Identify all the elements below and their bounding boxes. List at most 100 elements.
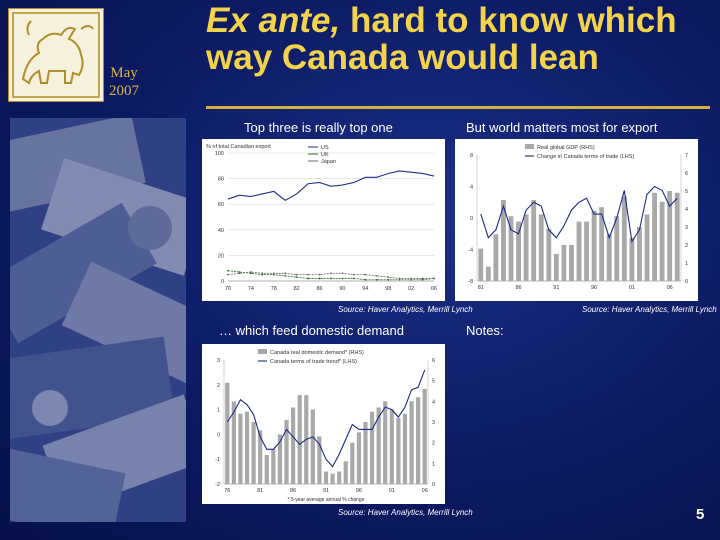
y-left-tick-label: -8: [468, 279, 473, 285]
data-point-japan: [227, 273, 229, 276]
x-tick-label: 82: [294, 286, 300, 292]
data-point-uk: [238, 271, 241, 273]
x-tick-label: 86: [515, 285, 521, 291]
x-tick-label: 78: [271, 286, 277, 292]
bar: [396, 417, 401, 484]
data-point-uk: [284, 274, 287, 277]
y-left-tick-label: -4: [468, 248, 473, 254]
data-point-japan: [284, 272, 287, 275]
legend-label: Canada terms of trade trend* (LHS): [270, 359, 357, 365]
x-tick-label: 96: [591, 285, 597, 291]
y-right-tick-label: 0: [432, 482, 435, 488]
x-tick-label: 86: [290, 488, 296, 494]
y-right-tick-label: 4: [685, 207, 688, 213]
data-point-japan: [375, 274, 378, 277]
bar: [591, 210, 597, 281]
date-year: 2007: [109, 83, 139, 99]
y-left-tick-label: 3: [217, 358, 220, 364]
y-right-tick-label: 1: [685, 261, 688, 267]
bar: [330, 473, 335, 484]
x-tick-label: 02: [408, 286, 414, 292]
bar: [478, 248, 484, 281]
bar: [389, 409, 394, 484]
y-left-tick-label: 0: [217, 432, 220, 438]
data-point-uk: [227, 269, 229, 272]
chart-footnote: * 5-year average annual % change: [288, 497, 365, 503]
data-point-uk: [341, 277, 344, 280]
data-point-uk: [410, 278, 413, 281]
bar: [343, 461, 348, 484]
bar: [629, 237, 635, 281]
data-point-japan: [410, 277, 413, 280]
bar: [606, 234, 612, 281]
y-right-tick-label: 3: [685, 225, 688, 231]
bar: [576, 221, 582, 281]
title-underline: [206, 106, 710, 109]
bar: [501, 200, 506, 281]
x-tick-label: 94: [362, 286, 368, 292]
subtitle-right: But world matters most for export: [466, 120, 658, 135]
x-tick-label: 86: [316, 286, 322, 292]
data-point-uk: [261, 273, 264, 276]
bar: [323, 471, 329, 484]
y-right-tick-label: 5: [432, 379, 435, 385]
data-point-japan: [341, 272, 344, 275]
bar: [310, 409, 315, 484]
bar: [376, 407, 381, 484]
x-tick-label: 81: [257, 488, 263, 494]
bar: [523, 214, 529, 281]
data-point-japan: [364, 273, 367, 276]
legend-label: Change in Canada terms of trade (LHS): [537, 154, 634, 160]
y-left-tick-label: 0: [470, 216, 473, 222]
x-tick-label: 98: [385, 286, 391, 292]
title-rest: hard to know which way Canada would lean: [206, 1, 677, 77]
data-point-uk: [295, 276, 298, 279]
date-month: May: [110, 65, 138, 81]
legend-label: Japan: [321, 159, 336, 165]
bar: [251, 422, 256, 484]
bar: [297, 395, 302, 484]
bar: [546, 228, 552, 281]
y-tick-label: 100: [215, 151, 224, 157]
bar: [422, 388, 427, 484]
x-tick-label: 06: [667, 285, 673, 291]
legend-label: US: [321, 145, 329, 151]
bar: [290, 407, 296, 484]
data-point-uk: [375, 278, 378, 281]
y-left-tick-label: 8: [470, 153, 473, 159]
subtitle-left: Top three is really top one: [244, 120, 393, 135]
bar: [508, 216, 514, 281]
data-point-japan: [261, 272, 264, 275]
bar: [621, 196, 627, 281]
y-right-tick-label: 2: [432, 441, 435, 447]
x-tick-label: 06: [431, 286, 437, 292]
bar: [531, 200, 537, 281]
x-tick-label: 90: [339, 286, 345, 292]
bar: [409, 401, 414, 484]
bar: [350, 442, 355, 484]
subtitle-bottom-left: … which feed domestic demand: [219, 323, 404, 338]
y-tick-label: 20: [218, 253, 224, 259]
bar: [238, 413, 243, 484]
bar: [659, 201, 665, 281]
data-point-japan: [330, 272, 332, 275]
bar: [561, 245, 567, 281]
series-line-us: [227, 170, 435, 202]
source-chart-1: Source: Haver Analytics, Merrill Lynch: [338, 305, 473, 314]
bar: [485, 266, 491, 281]
bar: [225, 382, 230, 484]
y-right-tick-label: 5: [685, 189, 688, 195]
bar: [614, 216, 620, 281]
chart-terms-of-trade-panel: -8 -4 0 4 8 0 1 2 3 4 5 6 7 81 86 91 96 01 06 Real global G…: [455, 139, 698, 301]
x-tick-label: 91: [323, 488, 329, 494]
x-tick-label: 74: [248, 286, 254, 292]
y-axis-label: % of total Canadian export: [206, 144, 271, 150]
bar: [244, 411, 250, 484]
data-point-japan: [238, 272, 241, 275]
bar: [356, 432, 362, 484]
x-tick-label: 01: [389, 488, 395, 494]
bar: [516, 221, 521, 281]
legend-label: Canada real domestic demand* (RHS): [270, 350, 364, 356]
